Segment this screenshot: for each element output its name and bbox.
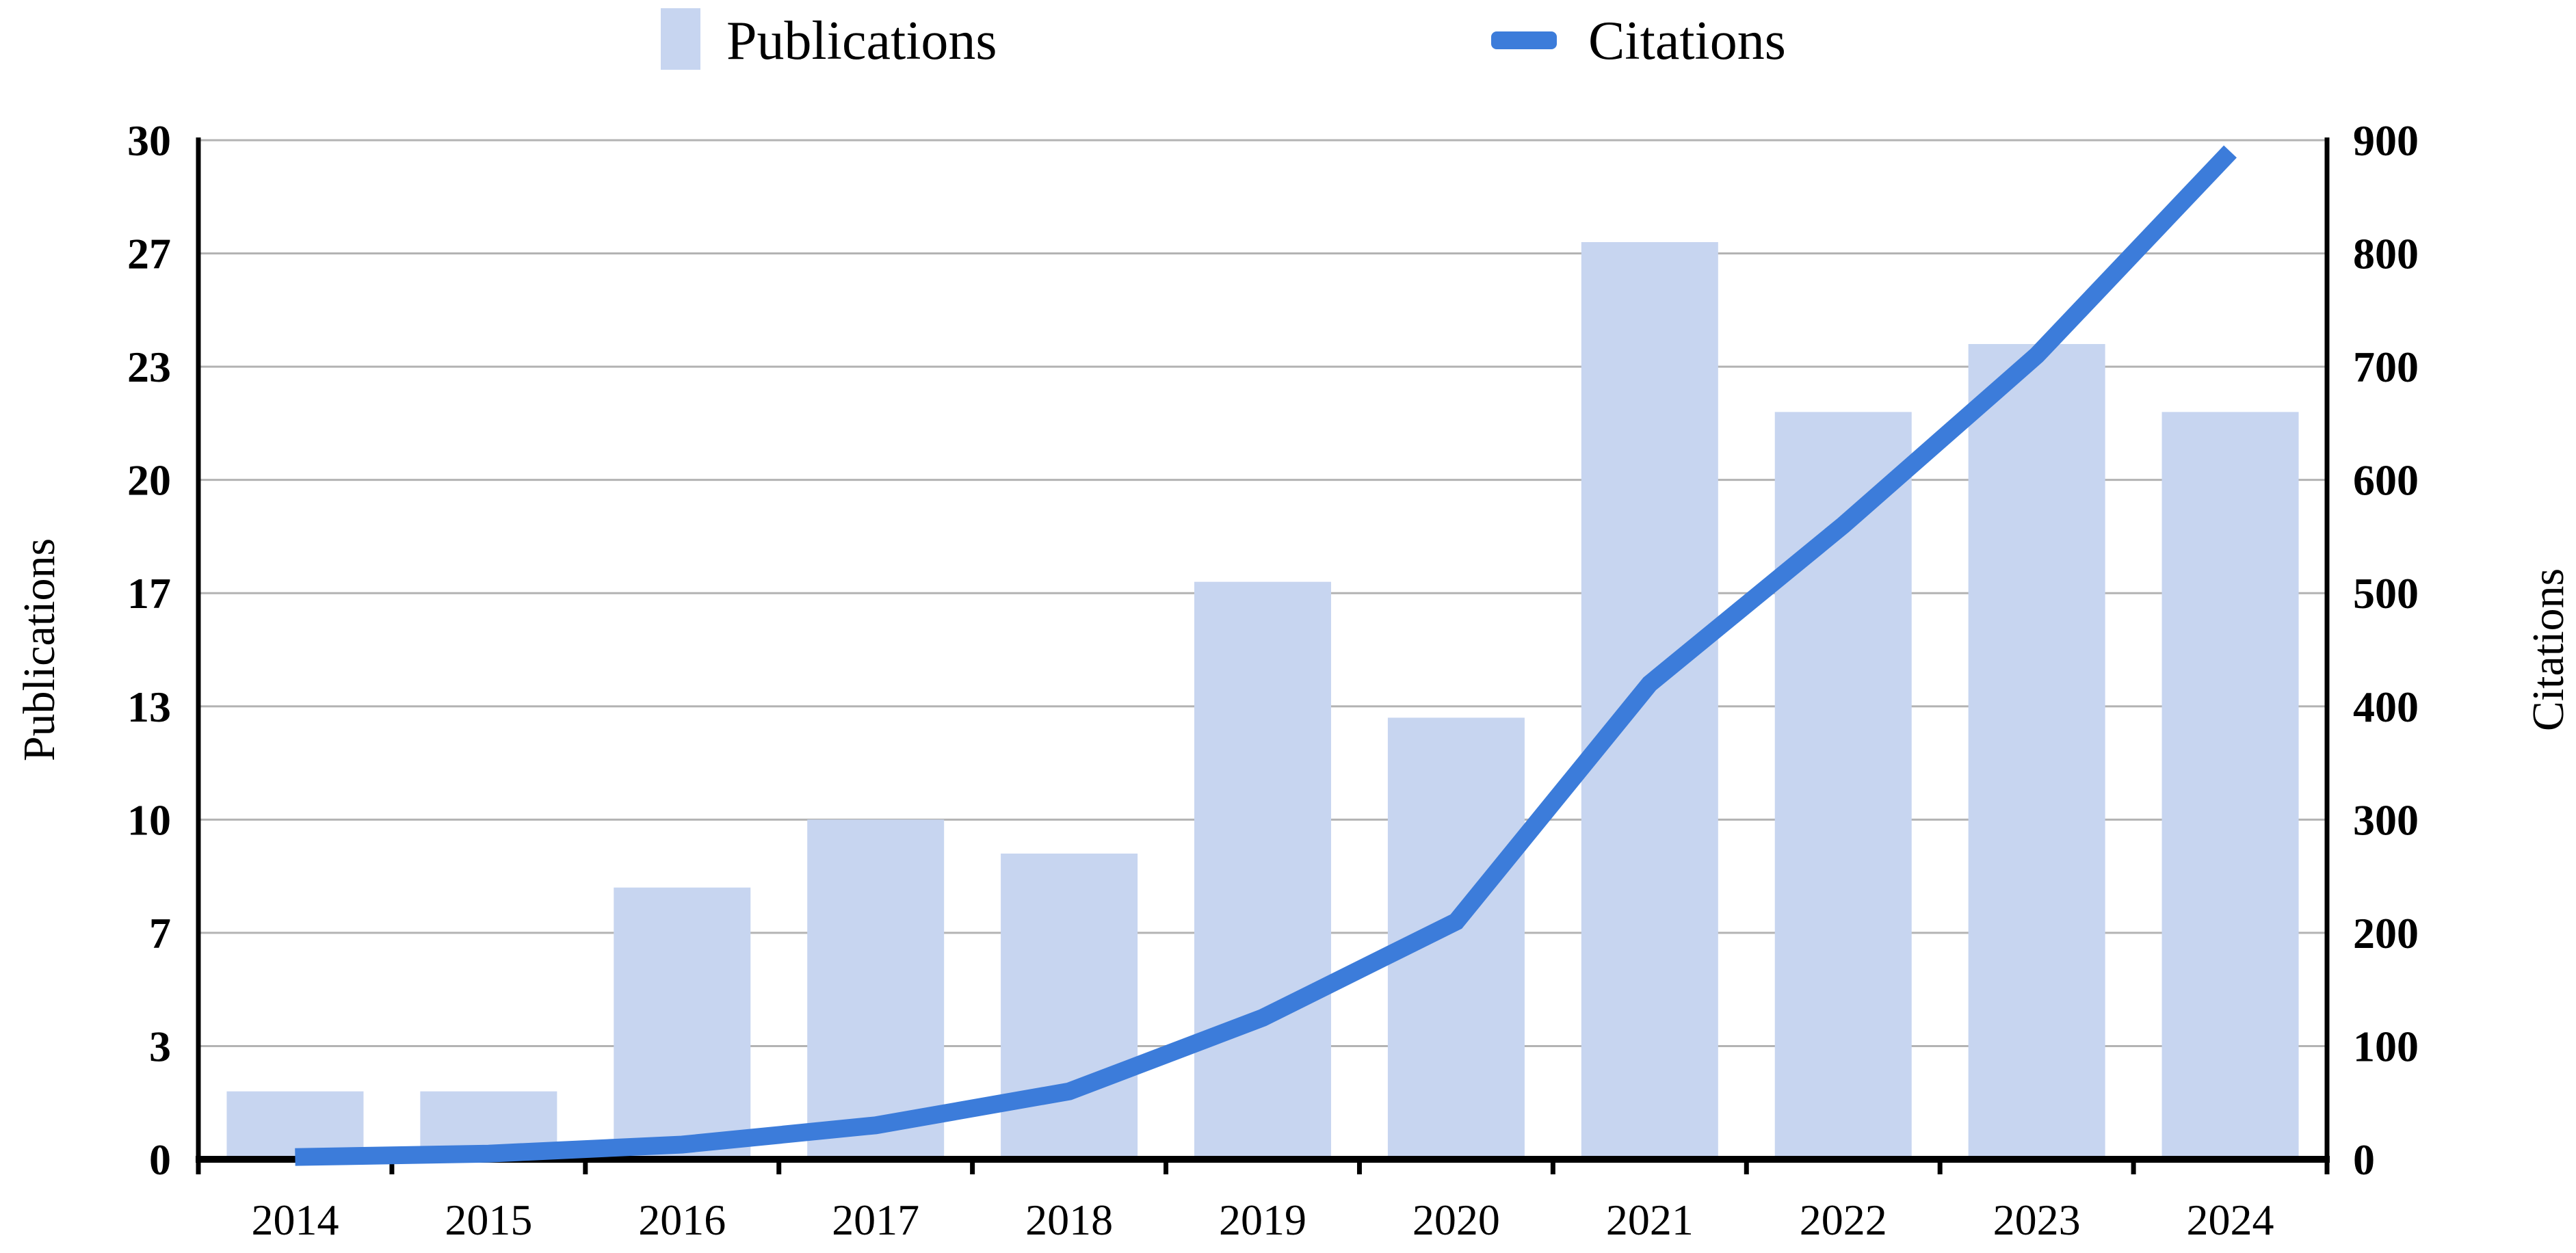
x-tick-label-2017: 2017 [832, 1196, 919, 1244]
left-tick-label-17: 17 [127, 569, 171, 618]
bar-2023 [1968, 344, 2105, 1159]
left-tick-label-3: 3 [149, 1022, 171, 1070]
x-tick-label-2022: 2022 [1800, 1196, 1887, 1244]
right-tick-label-400: 400 [2353, 683, 2419, 731]
bar-2024 [2161, 412, 2299, 1160]
x-tick-label-2016: 2016 [638, 1196, 726, 1244]
bar-2018 [1001, 854, 1138, 1159]
citations-line [295, 145, 2237, 1166]
left-tick-label-23: 23 [127, 343, 171, 391]
right-tick-label-500: 500 [2353, 569, 2419, 618]
right-tick-label-600: 600 [2353, 456, 2419, 505]
left-tick-label-27: 27 [127, 230, 171, 278]
x-tick-label-2015: 2015 [445, 1196, 532, 1244]
right-tick-label-200: 200 [2353, 909, 2419, 958]
bar-2019 [1194, 581, 1331, 1159]
citations-legend-dash [1491, 31, 1557, 49]
right-tick-label-800: 800 [2353, 230, 2419, 278]
left-axis-title: Publications [14, 538, 64, 762]
right-tick-label-900: 900 [2353, 116, 2419, 165]
bar-2017 [807, 819, 945, 1159]
bar-2021 [1581, 242, 1718, 1159]
left-tick-label-10: 10 [127, 795, 171, 844]
citations-legend-label: Citations [1588, 11, 1786, 71]
x-tick-label-2021: 2021 [1606, 1196, 1694, 1244]
left-tick-label-30: 30 [127, 116, 171, 165]
x-tick-label-2024: 2024 [2187, 1196, 2274, 1244]
x-tick-label-2019: 2019 [1219, 1196, 1306, 1244]
left-tick-label-7: 7 [149, 909, 171, 958]
x-tick-label-2014: 2014 [251, 1196, 339, 1244]
x-tick-label-2020: 2020 [1412, 1196, 1500, 1244]
left-tick-label-13: 13 [127, 683, 171, 731]
bar-2016 [614, 887, 751, 1159]
publications-legend-label: Publications [726, 11, 997, 71]
left-tick-label-0: 0 [149, 1135, 171, 1184]
right-tick-label-0: 0 [2353, 1135, 2375, 1184]
left-tick-label-20: 20 [127, 456, 171, 505]
right-tick-label-100: 100 [2353, 1022, 2419, 1070]
x-tick-label-2018: 2018 [1025, 1196, 1113, 1244]
right-tick-label-700: 700 [2353, 343, 2419, 391]
publications-legend-swatch [661, 8, 700, 70]
right-tick-label-300: 300 [2353, 795, 2419, 844]
x-tick-label-2023: 2023 [1993, 1196, 2081, 1244]
right-axis-title: Citations [2523, 568, 2573, 732]
